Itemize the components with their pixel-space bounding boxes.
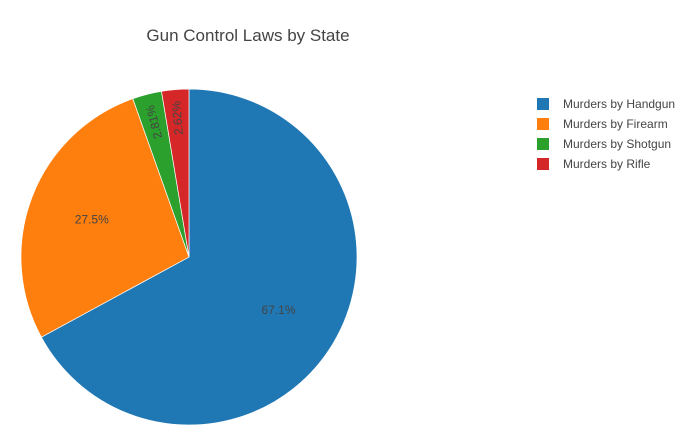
legend: Murders by Handgun Murders by Firearm Murd…	[537, 97, 675, 171]
pie-slices	[20, 88, 358, 426]
legend-item-murders-by-rifle[interactable]: Murders by Rifle	[537, 157, 651, 171]
legend-item-murders-by-handgun[interactable]: Murders by Handgun	[537, 97, 675, 111]
legend-label-murders-by-rifle: Murders by Rifle	[563, 157, 651, 171]
legend-label-murders-by-handgun: Murders by Handgun	[563, 97, 675, 111]
pie-slice-murders-by-handgun[interactable]	[40, 88, 358, 426]
legend-swatch-murders-by-handgun	[537, 98, 549, 110]
legend-swatch-murders-by-rifle	[537, 158, 549, 170]
legend-swatch-murders-by-shotgun	[537, 138, 549, 150]
legend-item-murders-by-shotgun[interactable]: Murders by Shotgun	[537, 137, 671, 151]
pie-slice-murders-by-rifle[interactable]	[161, 88, 190, 258]
slice-label-murders-by-firearm: 27.5%	[75, 213, 109, 227]
legend-label-murders-by-shotgun: Murders by Shotgun	[563, 137, 671, 151]
slice-label-murders-by-rifle: 2.62%	[169, 100, 186, 135]
legend-item-murders-by-firearm[interactable]: Murders by Firearm	[537, 117, 668, 131]
legend-label-murders-by-firearm: Murders by Firearm	[563, 117, 668, 131]
slice-label-murders-by-handgun: 67.1%	[262, 303, 296, 317]
chart-title: Gun Control Laws by State	[146, 26, 349, 45]
legend-swatch-murders-by-firearm	[537, 118, 549, 130]
pie-slice-murders-by-firearm[interactable]	[20, 98, 190, 338]
